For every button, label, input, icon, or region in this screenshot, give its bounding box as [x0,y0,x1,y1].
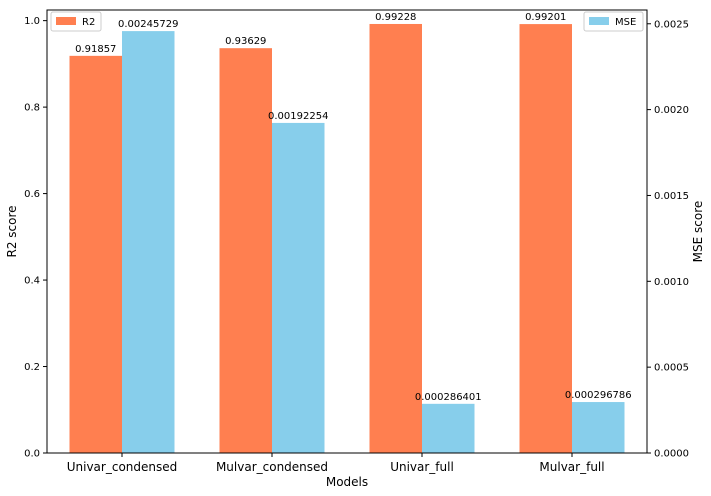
right-tick-label-5: 0.0020 [654,105,689,116]
legends-layer: R2 MSE [50,11,644,32]
left-tick-label-5: 0.8 [24,103,40,114]
right-y-axis-label: MSE score [691,201,705,263]
data-label-mse-1: 0.00245729 [118,19,178,30]
right-y-axis: 0.0000 0.0005 0.0010 0.0015 0.0020 0.0025 [647,19,689,460]
bar-mse-1 [122,31,175,453]
data-labels-layer: 0.91857 0.00245729 0.93629 0.00192254 0.9922… [75,12,632,403]
right-tick-label-4: 0.0015 [654,191,689,202]
legend-box-mse [583,11,644,32]
data-label-r2-3: 0.99228 [375,12,416,23]
right-tick-label-2: 0.0005 [654,363,689,374]
bar-mse-2 [272,122,325,453]
bar-r2-3 [369,23,422,453]
data-label-r2-2: 0.93629 [225,36,266,47]
right-tick-label-1: 0.0000 [654,449,689,460]
data-label-mse-4: 0.000296786 [565,390,632,401]
left-y-axis-label: R2 score [5,205,19,257]
legend-swatch-mse [589,17,609,25]
legend-label-mse: MSE [615,17,636,28]
x-tick-label-4: Mulvar_full [539,460,604,474]
left-tick-label-2: 0.2 [24,362,40,373]
bar-r2-2 [219,48,272,453]
right-tick-label-6: 0.0025 [654,19,689,30]
legend-swatch-r2 [56,17,76,25]
left-tick-label-4: 0.6 [24,189,40,200]
bar-r2-4 [519,24,572,454]
bar-mse-3 [422,403,475,453]
left-tick-label-6: 1.0 [24,16,40,27]
plot-frame [46,9,648,454]
left-tick-label-1: 0.0 [24,449,40,460]
data-label-r2-1: 0.91857 [75,44,116,55]
x-tick-label-3: Univar_full [390,460,454,474]
data-label-mse-3: 0.000286401 [415,392,482,403]
x-tick-label-1: Univar_condensed [67,460,178,474]
legend-label-r2: R2 [82,17,95,28]
bars-layer [69,23,625,454]
legend-r2: R2 [50,11,102,32]
x-tick-label-2: Mulvar_condensed [216,460,328,474]
x-axis: Univar_condensed Mulvar_condensed Univar_f… [67,453,605,474]
data-label-r2-4: 0.99201 [525,12,566,23]
x-axis-label: Models [326,475,368,489]
left-y-axis: 0.0 0.2 0.4 0.6 0.8 1.0 [24,16,47,460]
right-tick-label-3: 0.0010 [654,277,689,288]
left-tick-label-3: 0.4 [24,276,40,287]
bar-mse-4 [572,402,625,453]
bar-r2-1 [69,55,122,454]
legend-mse: MSE [583,11,644,32]
data-label-mse-2: 0.00192254 [268,111,328,122]
